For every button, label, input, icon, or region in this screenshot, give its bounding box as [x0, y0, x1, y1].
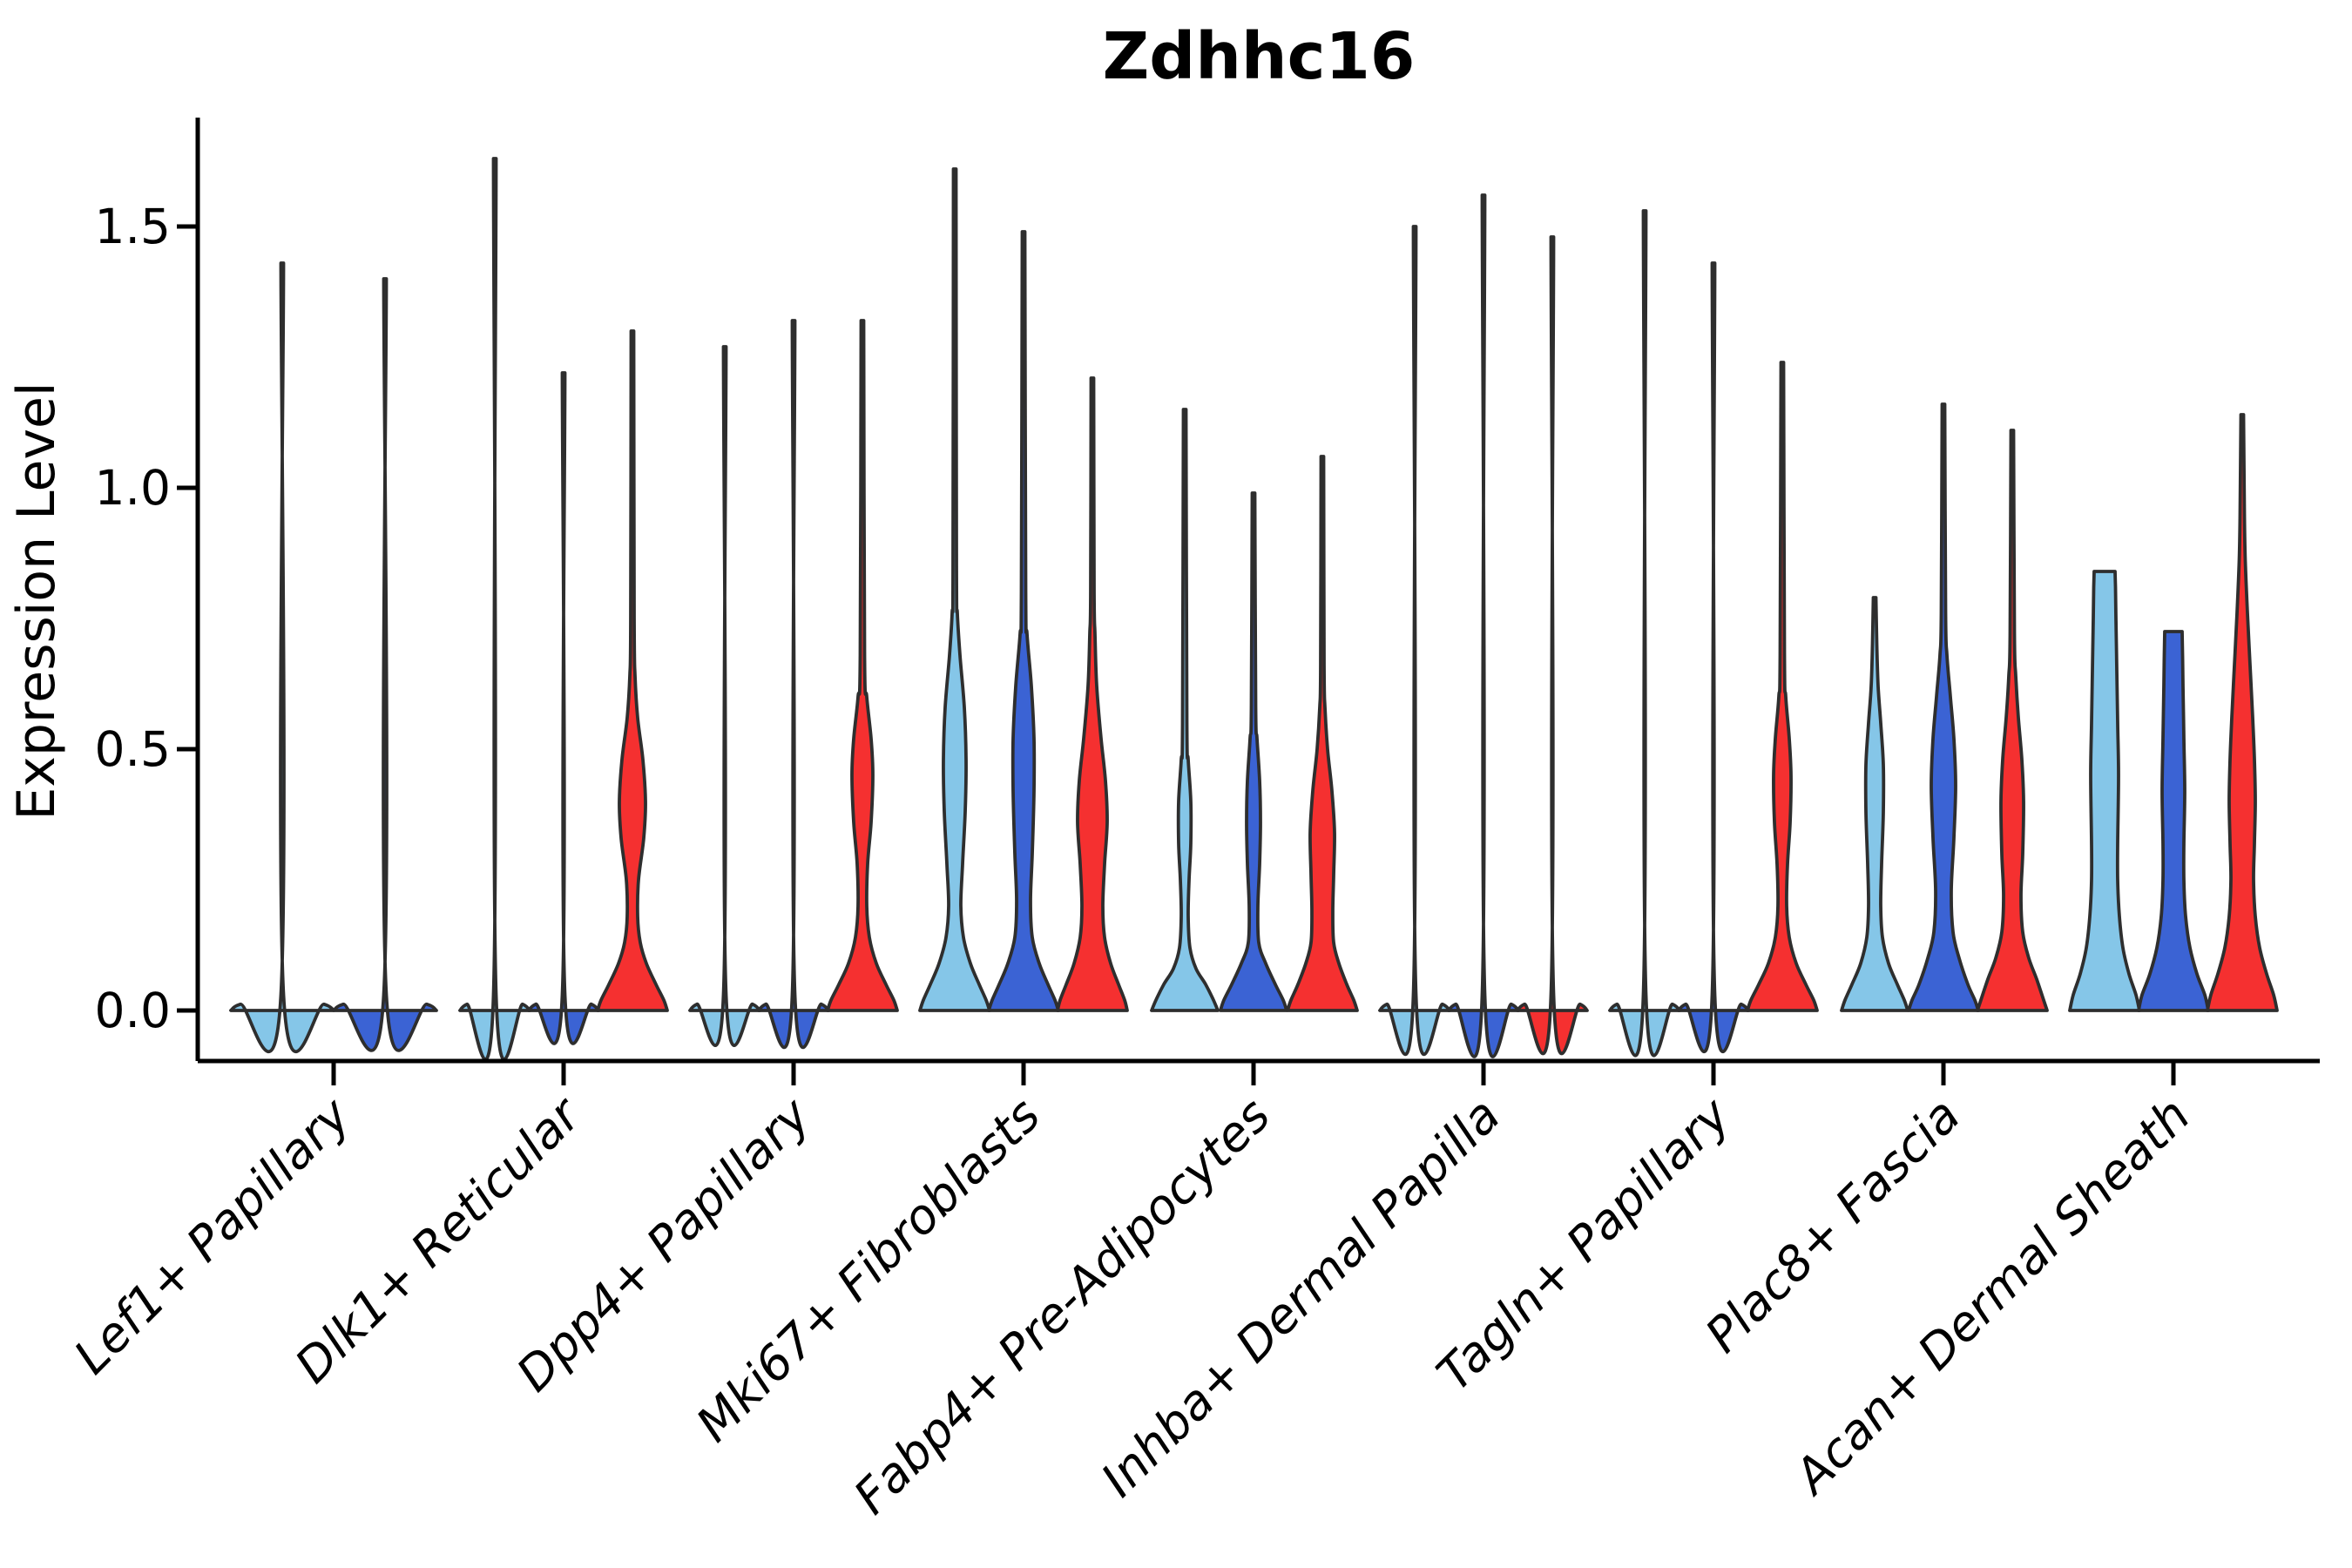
violin-mki67-fibroblasts-hue-1: [918, 167, 991, 1012]
violin-dpp4-papillary-hue-1: [688, 345, 761, 1047]
violin-tagln-papillary-hue-3: [1746, 361, 1819, 1012]
violin-acan-dermal-sheath-hue-1: [2068, 570, 2141, 1012]
violin-lef1-papillary-hue-1: [229, 261, 335, 1054]
violin-tagln-papillary-hue-1: [1608, 209, 1681, 1058]
violin-inhba-dermal-papilla-hue-2: [1447, 193, 1520, 1058]
violin-dpp4-papillary-hue-2: [757, 319, 830, 1050]
violin-lef1-papillary-hue-2: [332, 277, 438, 1052]
y-tick-label: 1.0: [95, 460, 171, 516]
violin-dpp4-papillary-hue-3: [826, 319, 899, 1012]
violin-fabp4-pre-adipocytes-hue-1: [1150, 408, 1220, 1012]
violin-inhba-dermal-papilla-hue-3: [1516, 235, 1589, 1056]
y-axis-ticks: 0.0 0.5 1.0 1.5: [95, 199, 198, 1038]
violin-dlk1-reticular-hue-1: [458, 157, 531, 1061]
violin-plac8-fascia-hue-1: [1840, 596, 1909, 1012]
violin-plac8-fascia-hue-3: [1976, 429, 2049, 1012]
y-tick-label: 0.5: [95, 721, 171, 777]
chart-title: Zdhhc16: [1103, 19, 1416, 94]
violin-dlk1-reticular-hue-3: [596, 329, 669, 1012]
y-tick-label: 1.5: [95, 199, 171, 254]
x-tick-label: Acan+ Dermal Sheath: [1782, 1087, 2201, 1506]
axes-spines: [195, 118, 2320, 1064]
x-tick-label: Inhba+ Dermal Papilla: [1091, 1087, 1511, 1507]
violin-inhba-dermal-papilla-hue-1: [1378, 225, 1451, 1057]
violin-dlk1-reticular-hue-2: [527, 371, 600, 1045]
y-axis-label: Expression Level: [6, 382, 67, 820]
violin-tagln-papillary-hue-2: [1677, 261, 1750, 1054]
violin-plac8-fascia-hue-2: [1907, 402, 1980, 1012]
violin-mki67-fibroblasts-hue-3: [1056, 376, 1129, 1012]
x-tick-label: Fabp4+ Pre-Adipocytes: [843, 1087, 1281, 1524]
violins: [229, 157, 2279, 1061]
violin-fabp4-pre-adipocytes-hue-2: [1219, 491, 1288, 1012]
violin-acan-dermal-sheath-hue-2: [2137, 630, 2210, 1012]
y-tick-label: 0.0: [95, 983, 171, 1038]
violin-acan-dermal-sheath-hue-3: [2206, 413, 2279, 1012]
violin-fabp4-pre-adipocytes-hue-3: [1286, 455, 1359, 1012]
violin-mki67-fibroblasts-hue-2: [987, 230, 1060, 1012]
